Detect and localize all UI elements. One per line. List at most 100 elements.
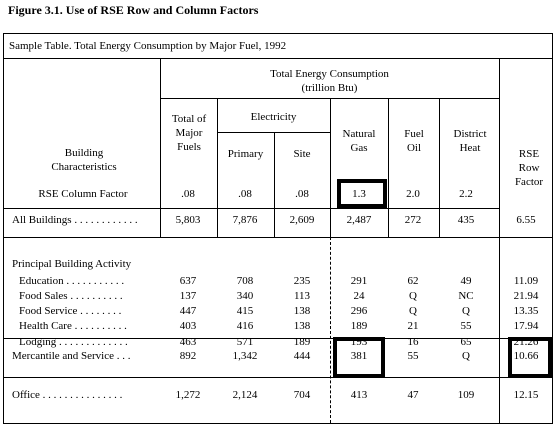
figure-title: Figure 3.1. Use of RSE Row and Column Fa…: [8, 3, 259, 17]
table-cell: 2,124: [232, 389, 258, 401]
table-cell: 415: [236, 305, 254, 317]
table-cell: 6.55: [516, 214, 536, 226]
table-cell: 1,272: [175, 389, 201, 401]
table-cell: 637: [179, 275, 197, 287]
table-cell: 340: [236, 290, 254, 302]
table-cell: 113: [293, 290, 311, 302]
table-cell: 21.94: [513, 290, 539, 302]
row-label: Lodging . . . . . . . . . . . . .: [19, 336, 128, 348]
row-label: Office . . . . . . . . . . . . . . .: [12, 389, 123, 401]
table-caption: Sample Table. Total Energy Consumption b…: [9, 40, 287, 52]
stub-divider: [160, 58, 161, 237]
rse-row-factor-header: RSE Row Factor: [514, 148, 544, 188]
table-cell: 708: [236, 275, 254, 287]
table-cell: 2,609: [289, 214, 315, 226]
electricity-rule: [217, 132, 330, 133]
rse-column-factor-cell: 1.3: [352, 188, 366, 200]
row-label: Education . . . . . . . . . . .: [19, 275, 125, 287]
table-cell: 189: [350, 320, 368, 332]
table-cell: 704: [293, 389, 311, 401]
table-cell: 138: [293, 305, 311, 317]
rse-column-factor-cell: .08: [181, 188, 195, 200]
rse-column-factor-cell: .08: [295, 188, 309, 200]
table-cell: 463: [179, 336, 197, 348]
table-cell: 296: [350, 305, 368, 317]
table-cell: 892: [179, 350, 197, 362]
table-cell: 193: [350, 336, 368, 348]
span-title: Total Energy Consumption: [270, 68, 389, 80]
highlight-gas-factor: [337, 179, 387, 208]
table-cell: 24: [353, 290, 365, 302]
table-cell: 137: [179, 290, 197, 302]
table-cell: 291: [350, 275, 368, 287]
row-label: All Buildings . . . . . . . . . . . .: [12, 214, 138, 226]
table-cell: Q: [409, 290, 417, 302]
table-cell: 55: [407, 350, 419, 362]
table-cell: 413: [350, 389, 368, 401]
rse-column-factor-cell: 2.0: [406, 188, 420, 200]
table-cell: 189: [293, 336, 311, 348]
table-cell: 416: [236, 320, 254, 332]
header-rule: [4, 237, 552, 238]
row-rule-upper: [4, 338, 552, 339]
factor-rule: [4, 208, 499, 209]
col-divider-oil: [439, 98, 440, 237]
table-cell: 55: [460, 320, 472, 332]
rse-column-factor-label: RSE Column Factor: [38, 188, 128, 200]
span-unit: (trillion Btu): [301, 82, 358, 94]
rse-divider: [499, 58, 500, 423]
row-label: Mercantile and Service . . .: [12, 350, 131, 362]
primary-header: Primary: [227, 148, 264, 160]
table-cell: 444: [293, 350, 311, 362]
col-divider-total: [217, 98, 218, 237]
natural-gas-header: Natural Gas: [342, 128, 376, 154]
table-cell: 447: [179, 305, 197, 317]
table-cell: 21.26: [513, 336, 539, 348]
table-cell: 381: [350, 350, 368, 362]
table-cell: 21: [407, 320, 419, 332]
table-cell: 138: [293, 320, 311, 332]
table-cell: 5,803: [175, 214, 201, 226]
table-cell: 403: [179, 320, 197, 332]
table-cell: Q: [462, 350, 470, 362]
table-cell: 49: [460, 275, 472, 287]
table-cell: 435: [457, 214, 475, 226]
site-header: Site: [293, 148, 311, 160]
table-cell: 16: [407, 336, 419, 348]
table-cell: 62: [407, 275, 419, 287]
highlight-gas-value: [333, 337, 385, 378]
table-cell: 11.09: [513, 275, 539, 287]
table-cell: 2,487: [346, 214, 372, 226]
col-divider-primary: [274, 132, 275, 237]
rse-column-factor-cell: .08: [238, 188, 252, 200]
table-cell: 235: [293, 275, 311, 287]
row-label: Food Sales . . . . . . . . . .: [19, 290, 123, 302]
table-cell: 7,876: [232, 214, 258, 226]
dashed-divider: [330, 237, 331, 423]
highlight-row-factor: [508, 337, 552, 378]
table-cell: 1,342: [232, 350, 258, 362]
table-cell: 571: [236, 336, 254, 348]
table-cell: 272: [404, 214, 422, 226]
total-header: Total of Major Fuels: [171, 113, 207, 153]
electricity-header: Electricity: [250, 111, 297, 123]
table-cell: 10.66: [513, 350, 539, 362]
table-cell: 17.94: [513, 320, 539, 332]
section-label: Principal Building Activity: [12, 258, 132, 270]
table-cell: 65: [460, 336, 472, 348]
row-rule-lower: [4, 377, 552, 378]
table-cell: Q: [462, 305, 470, 317]
span-rule: [160, 98, 499, 99]
table-cell: 12.15: [513, 389, 539, 401]
table-cell: 109: [457, 389, 475, 401]
building-characteristics-header: Building Characteristics: [51, 147, 117, 173]
table-cell: NC: [458, 290, 474, 302]
table-cell: 47: [407, 389, 419, 401]
rse-column-factor-cell: 2.2: [459, 188, 473, 200]
caption-rule: [4, 58, 552, 59]
col-divider-site: [330, 98, 331, 237]
table-cell: Q: [409, 305, 417, 317]
row-label: Health Care . . . . . . . . . .: [19, 320, 127, 332]
district-heat-header: District Heat: [453, 128, 487, 154]
row-label: Food Service . . . . . . . .: [19, 305, 122, 317]
